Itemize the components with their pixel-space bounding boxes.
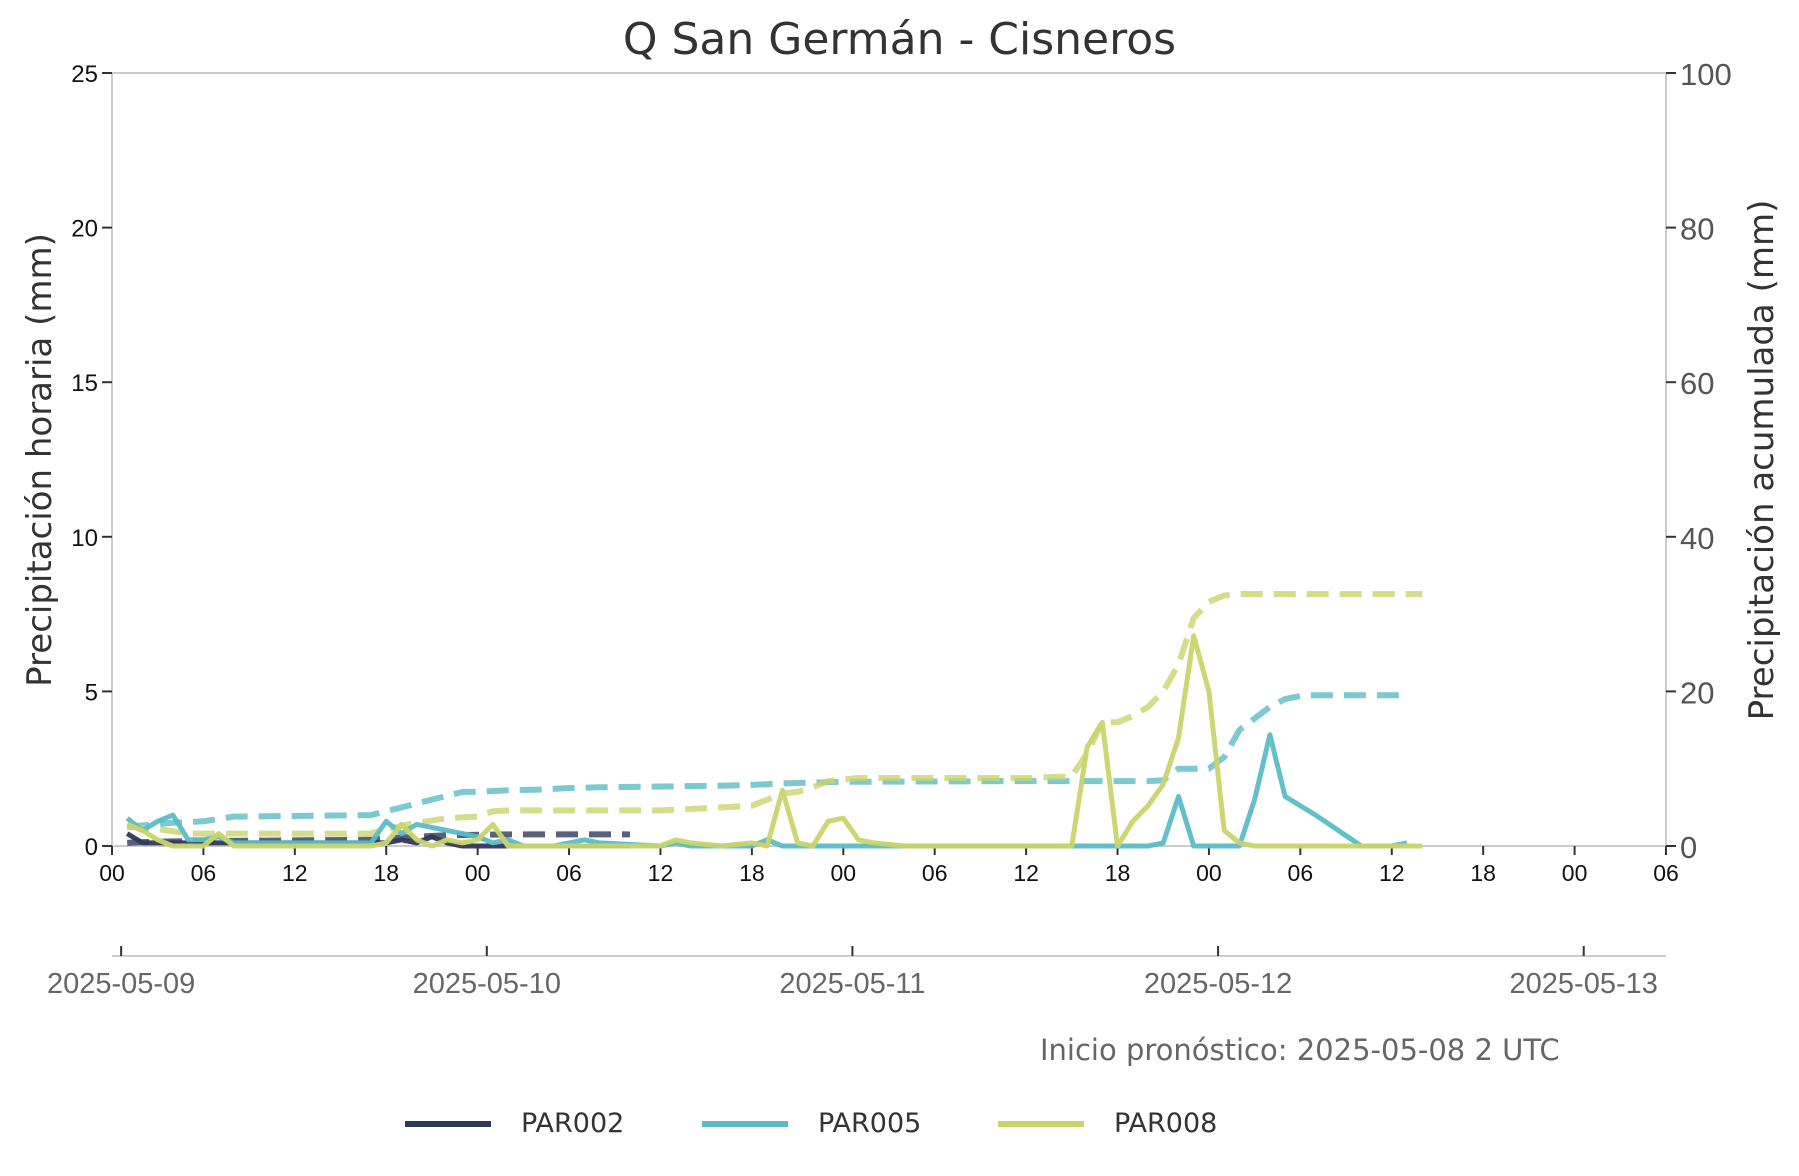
left-axis-label: Precipitación horaria (mm) xyxy=(20,233,60,687)
legend-item-par008: PAR008 xyxy=(998,1108,1217,1139)
legend-label-par002: PAR002 xyxy=(521,1108,625,1139)
date-tick-label: 2025-05-12 xyxy=(1144,968,1292,1000)
hour-tick-label: 18 xyxy=(1105,860,1131,886)
hour-tick-label: 18 xyxy=(739,860,765,886)
right-axis-label: Precipitación acumulada (mm) xyxy=(1742,199,1782,721)
hour-tick-label: 00 xyxy=(830,860,856,886)
right-axis-ticks: 0 20 40 60 80 100 xyxy=(1666,57,1732,865)
right-tick-label: 20 xyxy=(1680,675,1714,710)
legend-swatch-par008 xyxy=(998,1120,1084,1127)
right-tick-label: 100 xyxy=(1680,57,1732,92)
hour-axis-ticks: 00 06 12 18 00 06 12 18 00 06 12 18 00 06 12 18 00 06 xyxy=(99,846,1679,886)
hour-tick-label: 00 xyxy=(1196,860,1222,886)
accumulated-line-par008 xyxy=(126,591,1423,837)
left-tick-label: 20 xyxy=(71,216,98,243)
hour-tick-label: 12 xyxy=(282,860,308,886)
date-axis: 2025-05-09 2025-05-10 2025-05-11 2025-05-12… xyxy=(47,946,1666,1000)
hour-tick-label: 06 xyxy=(1653,860,1679,886)
date-tick-label: 2025-05-10 xyxy=(413,968,561,1000)
legend-label-par008: PAR008 xyxy=(1114,1108,1218,1139)
hour-tick-label: 06 xyxy=(556,860,582,886)
series-layer xyxy=(125,591,1423,849)
hourly-line-par008 xyxy=(126,633,1423,849)
hour-tick-label: 06 xyxy=(1288,860,1314,886)
legend-swatch-par005 xyxy=(702,1120,788,1127)
date-tick-label: 2025-05-09 xyxy=(47,968,195,1000)
left-tick-label: 15 xyxy=(71,370,98,397)
hour-tick-label: 12 xyxy=(1379,860,1405,886)
hour-tick-label: 18 xyxy=(1470,860,1496,886)
left-tick-label: 25 xyxy=(71,61,98,88)
date-tick-label: 2025-05-13 xyxy=(1510,968,1658,1000)
chart-title: Q San Germán - Cisneros xyxy=(622,14,1177,65)
legend-swatch-par002 xyxy=(405,1120,491,1127)
hour-tick-label: 00 xyxy=(99,860,125,886)
right-tick-label: 0 xyxy=(1680,830,1697,865)
left-tick-label: 10 xyxy=(71,525,98,552)
forecast-start-note: Inicio pronóstico: 2025-05-08 2 UTC xyxy=(1040,1033,1560,1067)
hour-tick-label: 06 xyxy=(191,860,217,886)
hour-tick-label: 00 xyxy=(465,860,491,886)
legend-item-par002: PAR002 xyxy=(405,1108,624,1139)
date-tick-label: 2025-05-11 xyxy=(779,968,925,1000)
right-tick-label: 80 xyxy=(1680,212,1714,247)
left-axis-ticks: 0 5 10 15 20 25 xyxy=(71,61,112,861)
hour-tick-label: 00 xyxy=(1562,860,1588,886)
left-tick-label: 5 xyxy=(85,679,98,706)
right-tick-label: 40 xyxy=(1680,521,1714,556)
legend-label-par005: PAR005 xyxy=(818,1108,922,1139)
legend-item-par005: PAR005 xyxy=(702,1108,921,1139)
plot-frame xyxy=(111,72,1667,847)
hour-tick-label: 06 xyxy=(922,860,948,886)
accumulated-line-par005 xyxy=(126,692,1407,830)
hour-tick-label: 12 xyxy=(648,860,674,886)
hour-tick-label: 18 xyxy=(373,860,399,886)
legend: PAR002 PAR005 PAR008 xyxy=(0,1108,1799,1152)
hour-tick-label: 12 xyxy=(1013,860,1039,886)
left-tick-label: 0 xyxy=(85,834,98,861)
right-tick-label: 60 xyxy=(1680,366,1714,401)
